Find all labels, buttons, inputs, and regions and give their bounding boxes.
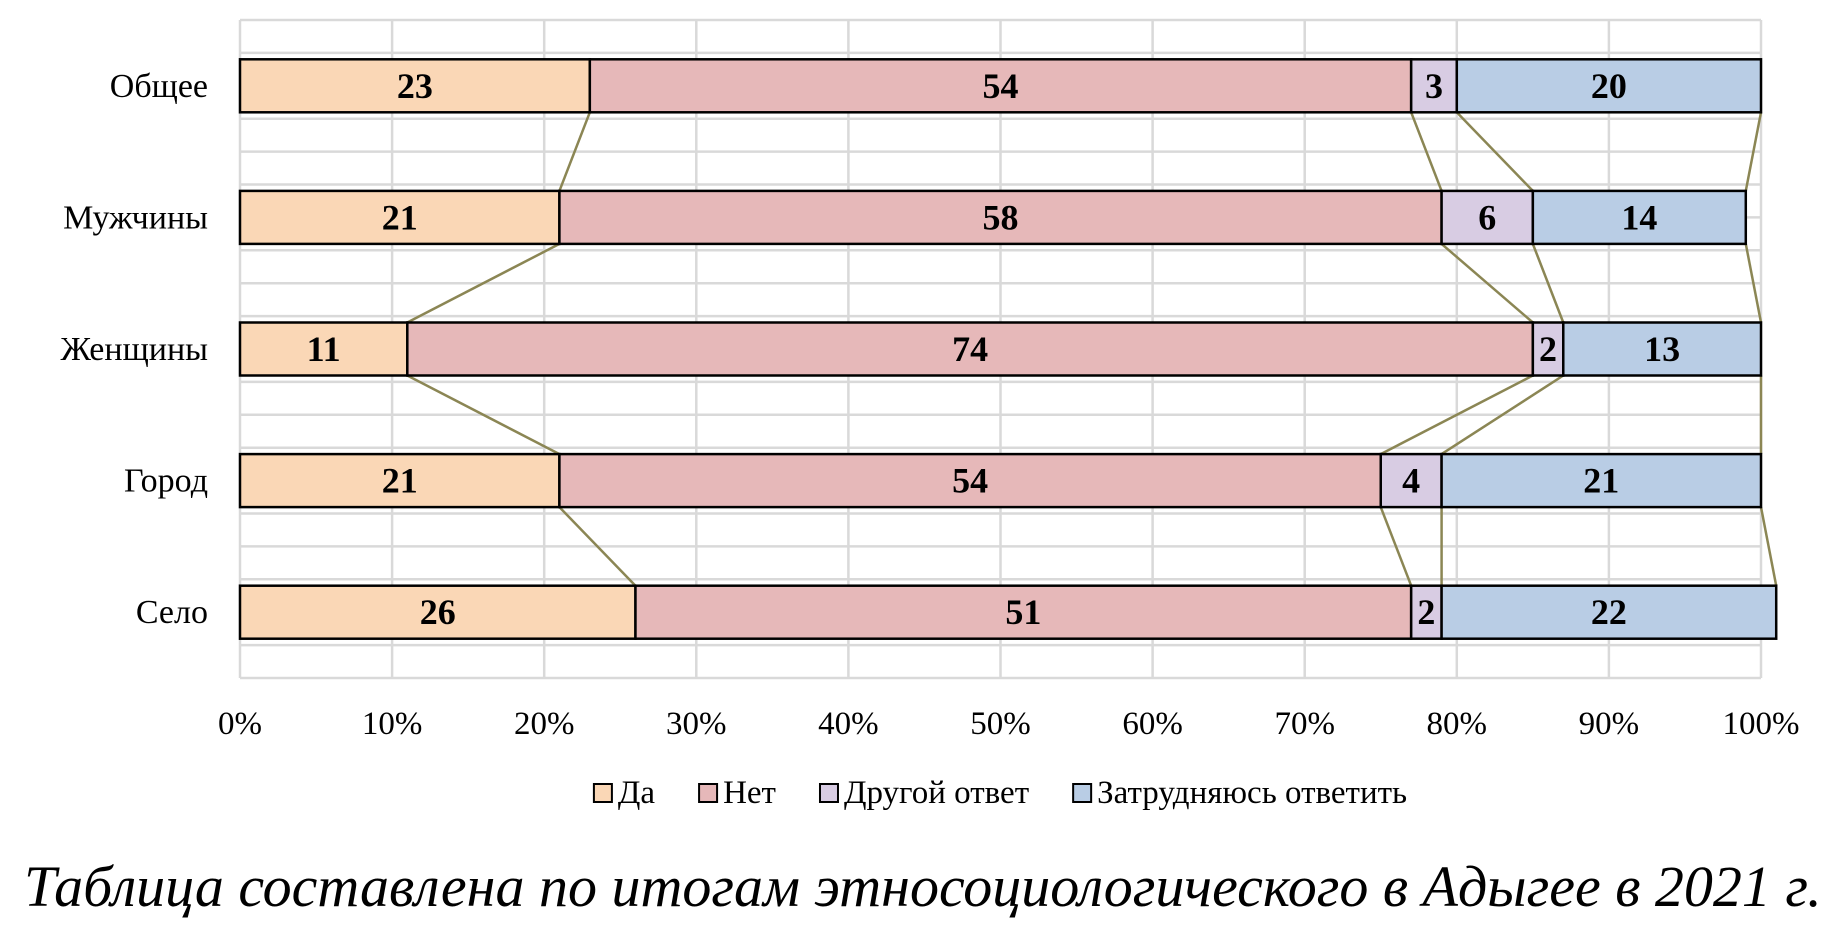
legend-label: Нет bbox=[723, 775, 776, 811]
series-line bbox=[1410, 111, 1443, 192]
data-label: 6 bbox=[1478, 197, 1496, 237]
series-lines bbox=[406, 111, 1778, 587]
data-label: 23 bbox=[397, 66, 433, 106]
x-tick-label: 60% bbox=[1122, 706, 1183, 742]
data-label: 11 bbox=[307, 329, 341, 369]
series-line bbox=[406, 374, 560, 456]
labels: 23 54 3 20 Общее 21 58 6 14 Мужчины 11 74 2 13 Женщины… bbox=[61, 66, 1800, 742]
bar-segment-1 bbox=[238, 321, 409, 377]
bar-segment-1 bbox=[238, 58, 592, 114]
category-label: Общее bbox=[110, 68, 208, 105]
category-label: Город bbox=[124, 463, 208, 500]
x-tick-label: 0% bbox=[218, 706, 262, 742]
series-line bbox=[1440, 242, 1534, 324]
bar-segment-4 bbox=[1531, 189, 1748, 246]
bar-segment-4 bbox=[1440, 452, 1763, 509]
data-label: 51 bbox=[1005, 592, 1041, 632]
legend-swatch bbox=[592, 783, 613, 803]
series-line bbox=[1744, 243, 1763, 323]
category-label: Село bbox=[136, 594, 208, 631]
data-label: 58 bbox=[983, 197, 1019, 237]
data-label: 14 bbox=[1621, 197, 1657, 237]
data-label: 74 bbox=[952, 329, 988, 369]
bar-segment-4 bbox=[1455, 58, 1763, 114]
legend-swatch bbox=[698, 783, 719, 803]
series-line bbox=[1455, 111, 1534, 192]
series-line bbox=[1379, 506, 1413, 587]
series-line bbox=[1744, 112, 1763, 192]
data-label: 21 bbox=[1583, 461, 1619, 501]
data-label: 21 bbox=[382, 461, 418, 501]
data-label: 54 bbox=[952, 461, 988, 501]
data-label: 54 bbox=[983, 66, 1019, 106]
bar-segment-2 bbox=[634, 584, 1413, 640]
legend-label: Да bbox=[618, 775, 656, 811]
chart-caption: Таблица составлена по итогам этносоциоло… bbox=[24, 854, 1822, 919]
legend-label: Затрудняюсь ответить bbox=[1097, 775, 1407, 811]
x-tick-label: 10% bbox=[362, 706, 423, 742]
x-tick-label: 40% bbox=[818, 706, 879, 742]
category-label: Женщины bbox=[61, 331, 209, 368]
data-label: 2 bbox=[1539, 329, 1557, 369]
series-line bbox=[406, 242, 560, 324]
bar-segment-2 bbox=[588, 58, 1413, 114]
bar-segment-2 bbox=[558, 452, 1382, 509]
bars bbox=[238, 58, 1778, 640]
x-tick-label: 90% bbox=[1579, 706, 1640, 742]
legend: Да Нет Другой ответ Затрудняюсь ответить bbox=[592, 775, 1407, 811]
bar-segment-1 bbox=[238, 452, 561, 509]
data-label: 22 bbox=[1591, 592, 1627, 632]
x-tick-label: 80% bbox=[1427, 706, 1488, 742]
bar-segment-2 bbox=[406, 321, 1535, 377]
category-label: Мужчины bbox=[63, 199, 208, 236]
series-line bbox=[1440, 374, 1564, 456]
data-label: 2 bbox=[1417, 592, 1435, 632]
legend-swatch bbox=[1072, 783, 1093, 803]
x-tick-label: 50% bbox=[970, 706, 1031, 742]
bar-segment-4 bbox=[1440, 584, 1778, 640]
series-line bbox=[1531, 243, 1565, 323]
series-line bbox=[558, 111, 591, 192]
x-tick-label: 70% bbox=[1274, 706, 1335, 742]
x-tick-label: 100% bbox=[1723, 706, 1800, 742]
data-label: 20 bbox=[1591, 66, 1627, 106]
bar-segment-1 bbox=[238, 584, 637, 640]
data-label: 13 bbox=[1644, 329, 1680, 369]
bar-segment-2 bbox=[558, 189, 1443, 246]
bar-segment-3 bbox=[1440, 189, 1535, 246]
legend-swatch bbox=[818, 783, 839, 803]
series-line bbox=[558, 506, 637, 587]
series-line bbox=[1380, 374, 1534, 456]
series-line bbox=[1759, 506, 1778, 586]
data-label: 26 bbox=[420, 592, 456, 632]
bar-segment-4 bbox=[1562, 321, 1763, 377]
x-tick-label: 30% bbox=[666, 706, 727, 742]
data-label: 3 bbox=[1425, 66, 1443, 106]
data-label: 21 bbox=[382, 197, 418, 237]
data-label: 4 bbox=[1402, 461, 1420, 501]
x-tick-label: 20% bbox=[514, 706, 575, 742]
legend-label: Другой ответ bbox=[844, 775, 1029, 811]
